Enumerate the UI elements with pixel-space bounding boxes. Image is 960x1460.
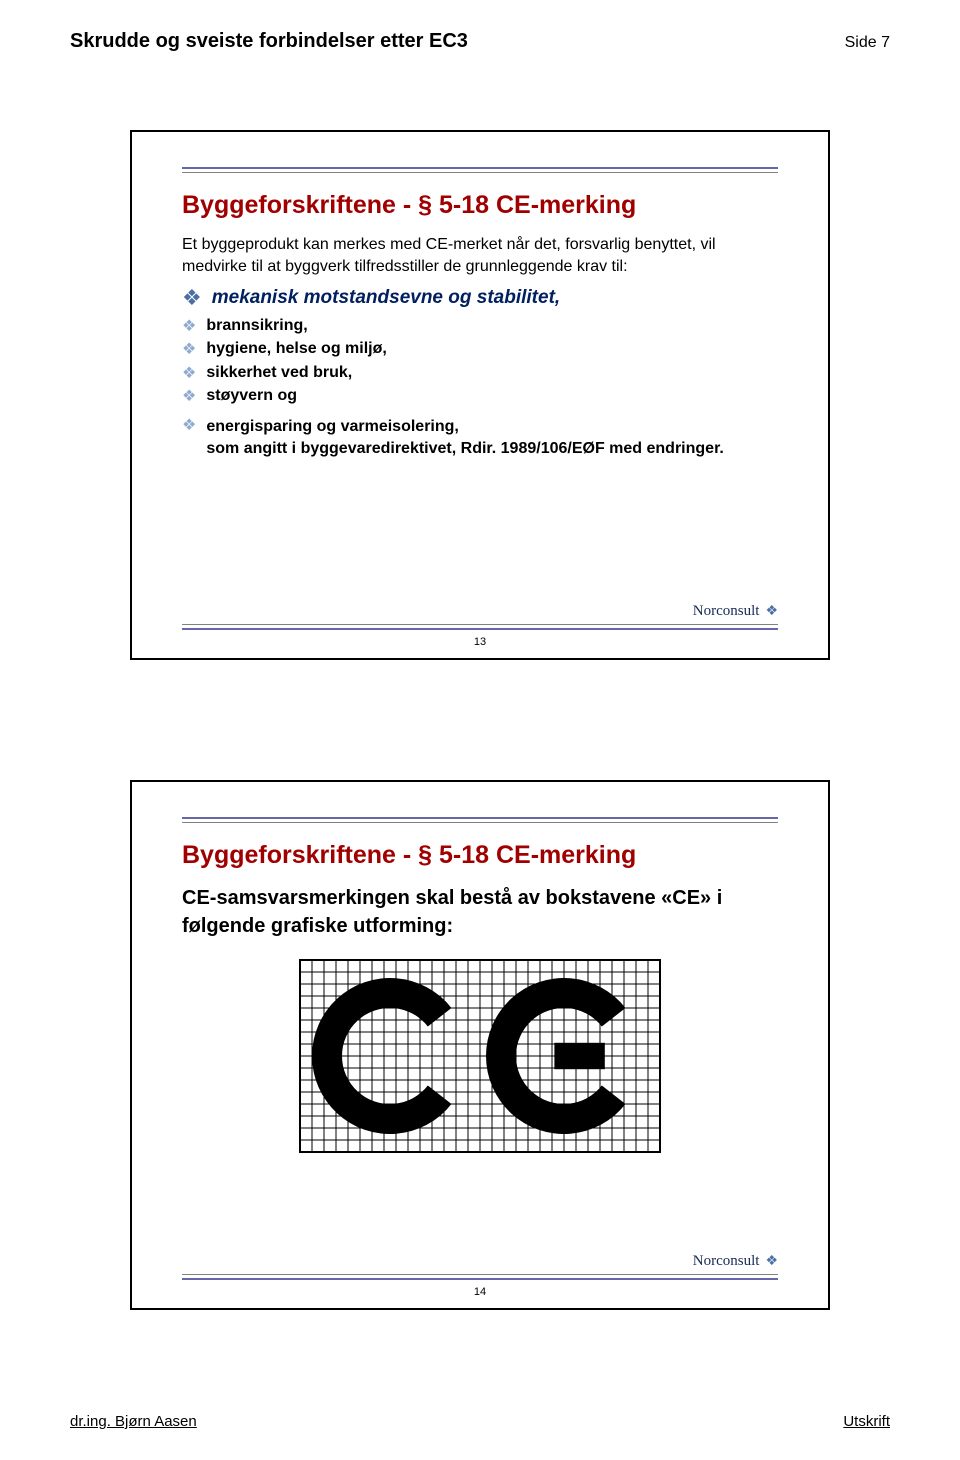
slide-1: Byggeforskriftene - § 5-18 CE-merking Et… — [130, 130, 830, 660]
diamond-icon: ❖ — [182, 416, 196, 435]
header-title: Skrudde og sveiste forbindelser etter EC… — [70, 30, 468, 53]
slide-number: 14 — [132, 1286, 828, 1298]
bullet-item: ❖ sikkerhet ved bruk, — [182, 364, 778, 383]
diamond-icon: ❖ — [182, 287, 202, 309]
brand-text: Norconsult — [693, 1253, 760, 1270]
page-footer: dr.ing. Bjørn Aasen Utskrift — [70, 1413, 890, 1430]
slide-intro: Et byggeprodukt kan merkes med CE-merket… — [182, 234, 778, 277]
header-page-number: Side 7 — [845, 34, 890, 52]
divider — [182, 172, 778, 173]
slide-title: Byggeforskriftene - § 5-18 CE-merking — [182, 191, 778, 220]
divider — [182, 1278, 778, 1280]
divider — [182, 1274, 778, 1275]
divider — [182, 624, 778, 625]
bullet-text: sikkerhet ved bruk, — [206, 364, 352, 382]
brand-label: Norconsult ❖ — [693, 1253, 778, 1270]
brand-text: Norconsult — [693, 603, 760, 620]
footer-print-label: Utskrift — [843, 1413, 890, 1430]
brand-icon: ❖ — [765, 603, 778, 620]
divider — [182, 817, 778, 819]
slide-footer — [182, 1274, 778, 1280]
bullet-item: ❖ energisparing og varmeisolering,som an… — [182, 416, 778, 459]
bullet-item: ❖ støyvern og — [182, 387, 778, 406]
bullet-text: energisparing og varmeisolering,som angi… — [206, 416, 724, 459]
diamond-icon: ❖ — [182, 387, 196, 406]
slide-body: CE-samsvarsmerkingen skal bestå av bokst… — [182, 884, 778, 940]
bullet-item: ❖ brannsikring, — [182, 317, 778, 336]
diamond-icon: ❖ — [182, 340, 196, 359]
bullet-text: brannsikring, — [206, 317, 307, 335]
diamond-icon: ❖ — [182, 364, 196, 383]
bullet-main: ❖ mekanisk motstandsevne og stabilitet, — [182, 287, 778, 309]
divider — [182, 628, 778, 630]
diamond-icon: ❖ — [182, 317, 196, 336]
slide-number: 13 — [132, 636, 828, 648]
brand-label: Norconsult ❖ — [693, 603, 778, 620]
brand-icon: ❖ — [765, 1253, 778, 1270]
page-header: Skrudde og sveiste forbindelser etter EC… — [70, 30, 890, 53]
divider — [182, 167, 778, 169]
slide-2: Byggeforskriftene - § 5-18 CE-merking CE… — [130, 780, 830, 1310]
bullet-text: hygiene, helse og miljø, — [206, 340, 386, 358]
footer-author: dr.ing. Bjørn Aasen — [70, 1413, 197, 1430]
bullet-text: støyvern og — [206, 387, 297, 405]
slide-title: Byggeforskriftene - § 5-18 CE-merking — [182, 841, 778, 870]
ce-mark-figure — [182, 958, 778, 1154]
slide-footer — [182, 624, 778, 630]
bullet-item: ❖ hygiene, helse og miljø, — [182, 340, 778, 359]
divider — [182, 822, 778, 823]
bullet-text: mekanisk motstandsevne og stabilitet, — [212, 287, 560, 309]
ce-mark-svg — [298, 958, 662, 1154]
